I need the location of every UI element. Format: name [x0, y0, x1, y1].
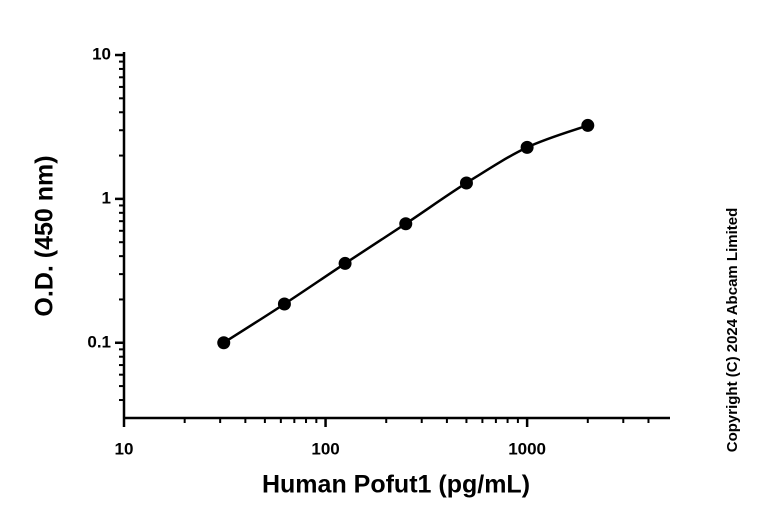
- data-point: [399, 217, 413, 231]
- data-point: [520, 140, 534, 154]
- x-tick-label: 100: [311, 439, 339, 458]
- data-point: [277, 297, 291, 311]
- x-axis-title: Human Pofut1 (pg/mL): [262, 471, 530, 499]
- y-tick-label: 0.1: [87, 332, 111, 351]
- data-point: [459, 176, 473, 190]
- y-tick-label: 1: [102, 188, 111, 207]
- fit-curve: [223, 124, 589, 344]
- data-point: [581, 118, 595, 132]
- y-tick-label: 10: [92, 44, 111, 63]
- copyright: Copyright (C) 2024 Abcam Limited: [724, 208, 741, 452]
- data-point: [217, 336, 231, 350]
- x-tick-label: 1000: [508, 439, 546, 458]
- x-tick-label: 10: [115, 439, 134, 458]
- y-axis-title: O.D. (450 nm): [31, 155, 59, 316]
- data-point: [338, 256, 352, 270]
